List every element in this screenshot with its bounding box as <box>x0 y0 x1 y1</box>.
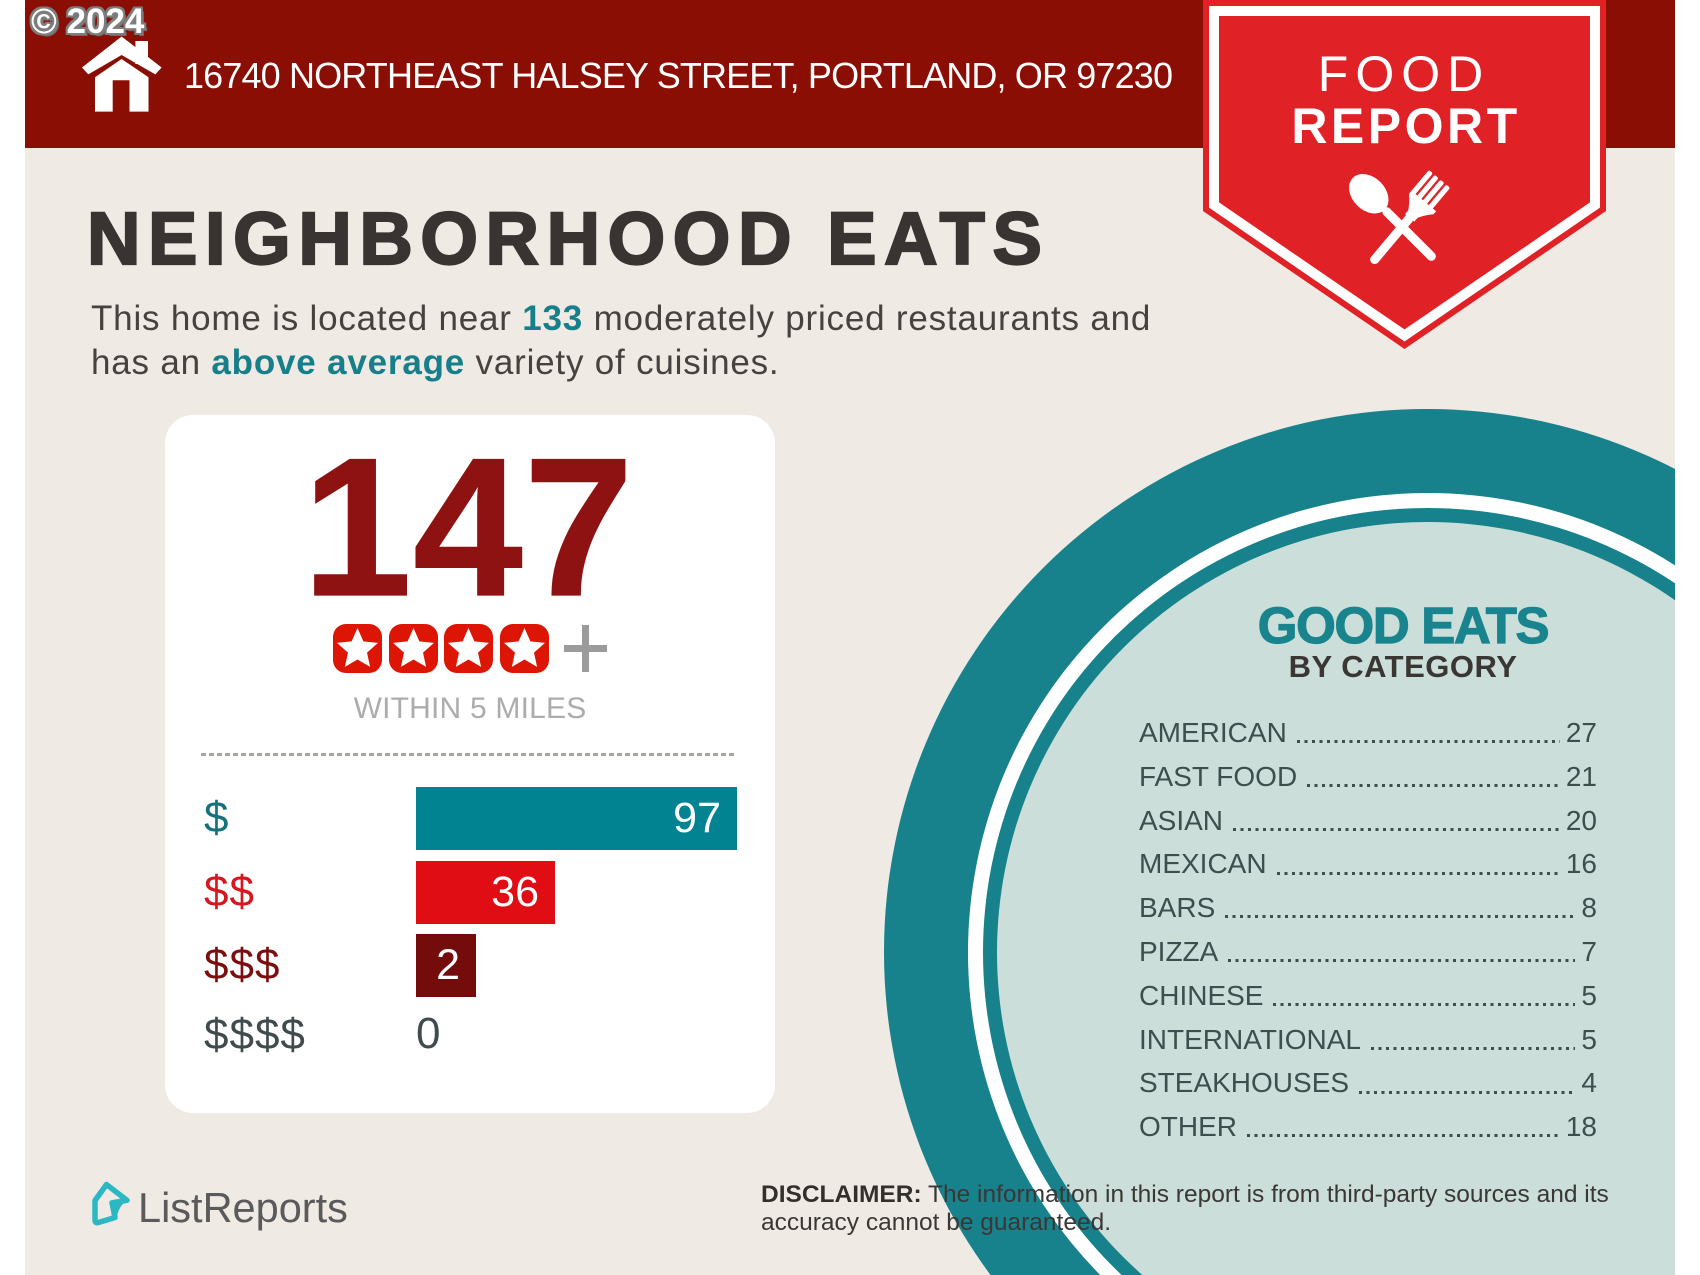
svg-text:REPORT: REPORT <box>1291 98 1520 154</box>
svg-text:FOOD: FOOD <box>1318 46 1490 102</box>
